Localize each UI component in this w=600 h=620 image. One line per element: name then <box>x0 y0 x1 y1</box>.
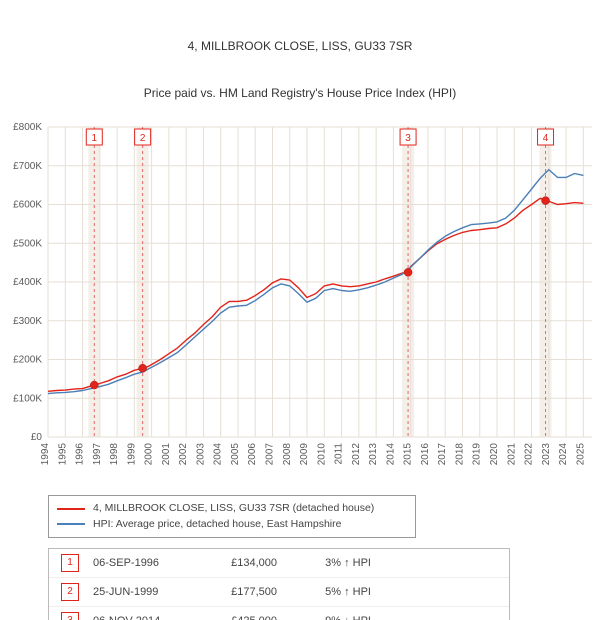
svg-text:2024: 2024 <box>558 443 569 466</box>
svg-text:1996: 1996 <box>75 443 86 466</box>
sale-price: £134,000 <box>197 557 277 569</box>
legend-label-price: 4, MILLBROOK CLOSE, LISS, GU33 7SR (deta… <box>93 501 374 516</box>
svg-text:£300K: £300K <box>13 316 42 327</box>
legend-row-price: 4, MILLBROOK CLOSE, LISS, GU33 7SR (deta… <box>57 501 407 516</box>
sale-hpi-diff: 3% ↑ HPI <box>291 557 371 569</box>
sale-hpi-diff: 9% ↓ HPI <box>291 615 371 620</box>
table-row: 1 06-SEP-1996 £134,000 3% ↑ HPI <box>49 549 509 577</box>
svg-text:2022: 2022 <box>524 443 535 466</box>
sales-table: 1 06-SEP-1996 £134,000 3% ↑ HPI 2 25-JUN-1999… <box>48 548 510 620</box>
svg-text:4: 4 <box>543 133 549 144</box>
svg-text:2004: 2004 <box>213 443 224 466</box>
svg-text:2023: 2023 <box>541 443 552 466</box>
svg-text:2000: 2000 <box>144 443 155 466</box>
legend-label-hpi: HPI: Average price, detached house, East… <box>93 517 341 532</box>
legend-swatch-hpi <box>57 523 85 525</box>
table-row: 2 25-JUN-1999 £177,500 5% ↑ HPI <box>49 577 509 606</box>
sale-price: £177,500 <box>197 586 277 598</box>
svg-text:£600K: £600K <box>13 200 42 211</box>
legend-box: 4, MILLBROOK CLOSE, LISS, GU33 7SR (deta… <box>48 495 416 537</box>
table-row: 3 06-NOV-2014 £425,000 9% ↓ HPI <box>49 606 509 620</box>
sale-date: 25-JUN-1999 <box>93 586 183 598</box>
sale-date: 06-SEP-1996 <box>93 557 183 569</box>
svg-text:2019: 2019 <box>472 443 483 466</box>
svg-text:1: 1 <box>92 133 98 144</box>
svg-text:2015: 2015 <box>403 443 414 466</box>
title-line-2: Price paid vs. HM Land Registry's House … <box>0 86 600 102</box>
chart-area: £0 £100K £200K £300K £400K £500K £600K £700K £80… <box>0 117 600 487</box>
svg-text:2009: 2009 <box>299 443 310 466</box>
svg-text:1997: 1997 <box>92 443 103 466</box>
svg-text:1995: 1995 <box>57 443 68 466</box>
sale-price: £425,000 <box>197 615 277 620</box>
sale-number-box: 1 <box>61 554 79 572</box>
chart-title: 4, MILLBROOK CLOSE, LISS, GU33 7SR Price… <box>0 0 600 117</box>
sale-number-box: 3 <box>61 612 79 620</box>
svg-text:£100K: £100K <box>13 393 42 404</box>
legend-swatch-price <box>57 508 85 510</box>
svg-text:2017: 2017 <box>437 443 448 466</box>
svg-text:2016: 2016 <box>420 443 431 466</box>
svg-text:£500K: £500K <box>13 238 42 249</box>
svg-text:3: 3 <box>405 133 411 144</box>
sale-hpi-diff: 5% ↑ HPI <box>291 586 371 598</box>
svg-text:£400K: £400K <box>13 277 42 288</box>
line-chart: £0 £100K £200K £300K £400K £500K £600K £700K £80… <box>0 117 600 487</box>
svg-text:2014: 2014 <box>385 443 396 466</box>
svg-text:2008: 2008 <box>282 443 293 466</box>
svg-text:2006: 2006 <box>247 443 258 466</box>
title-line-1: 4, MILLBROOK CLOSE, LISS, GU33 7SR <box>0 39 600 55</box>
svg-text:£700K: £700K <box>13 161 42 172</box>
svg-text:2012: 2012 <box>351 443 362 466</box>
svg-text:1994: 1994 <box>40 443 51 466</box>
svg-text:2025: 2025 <box>575 443 586 466</box>
sale-date: 06-NOV-2014 <box>93 615 183 620</box>
svg-text:2: 2 <box>140 133 146 144</box>
svg-text:2002: 2002 <box>178 443 189 466</box>
svg-text:£200K: £200K <box>13 355 42 366</box>
svg-text:£0: £0 <box>31 432 43 443</box>
svg-text:2011: 2011 <box>334 443 345 465</box>
svg-text:2005: 2005 <box>230 443 241 466</box>
svg-text:2001: 2001 <box>161 443 172 466</box>
svg-text:1998: 1998 <box>109 443 120 466</box>
svg-text:2018: 2018 <box>454 443 465 466</box>
svg-text:2020: 2020 <box>489 443 500 466</box>
svg-text:2003: 2003 <box>195 443 206 466</box>
svg-text:2010: 2010 <box>316 443 327 466</box>
legend-row-hpi: HPI: Average price, detached house, East… <box>57 517 407 532</box>
svg-text:2013: 2013 <box>368 443 379 466</box>
sale-number-box: 2 <box>61 583 79 601</box>
svg-text:2007: 2007 <box>265 443 276 466</box>
svg-text:£800K: £800K <box>13 122 42 133</box>
svg-text:2021: 2021 <box>506 443 517 466</box>
svg-text:1999: 1999 <box>126 443 137 466</box>
